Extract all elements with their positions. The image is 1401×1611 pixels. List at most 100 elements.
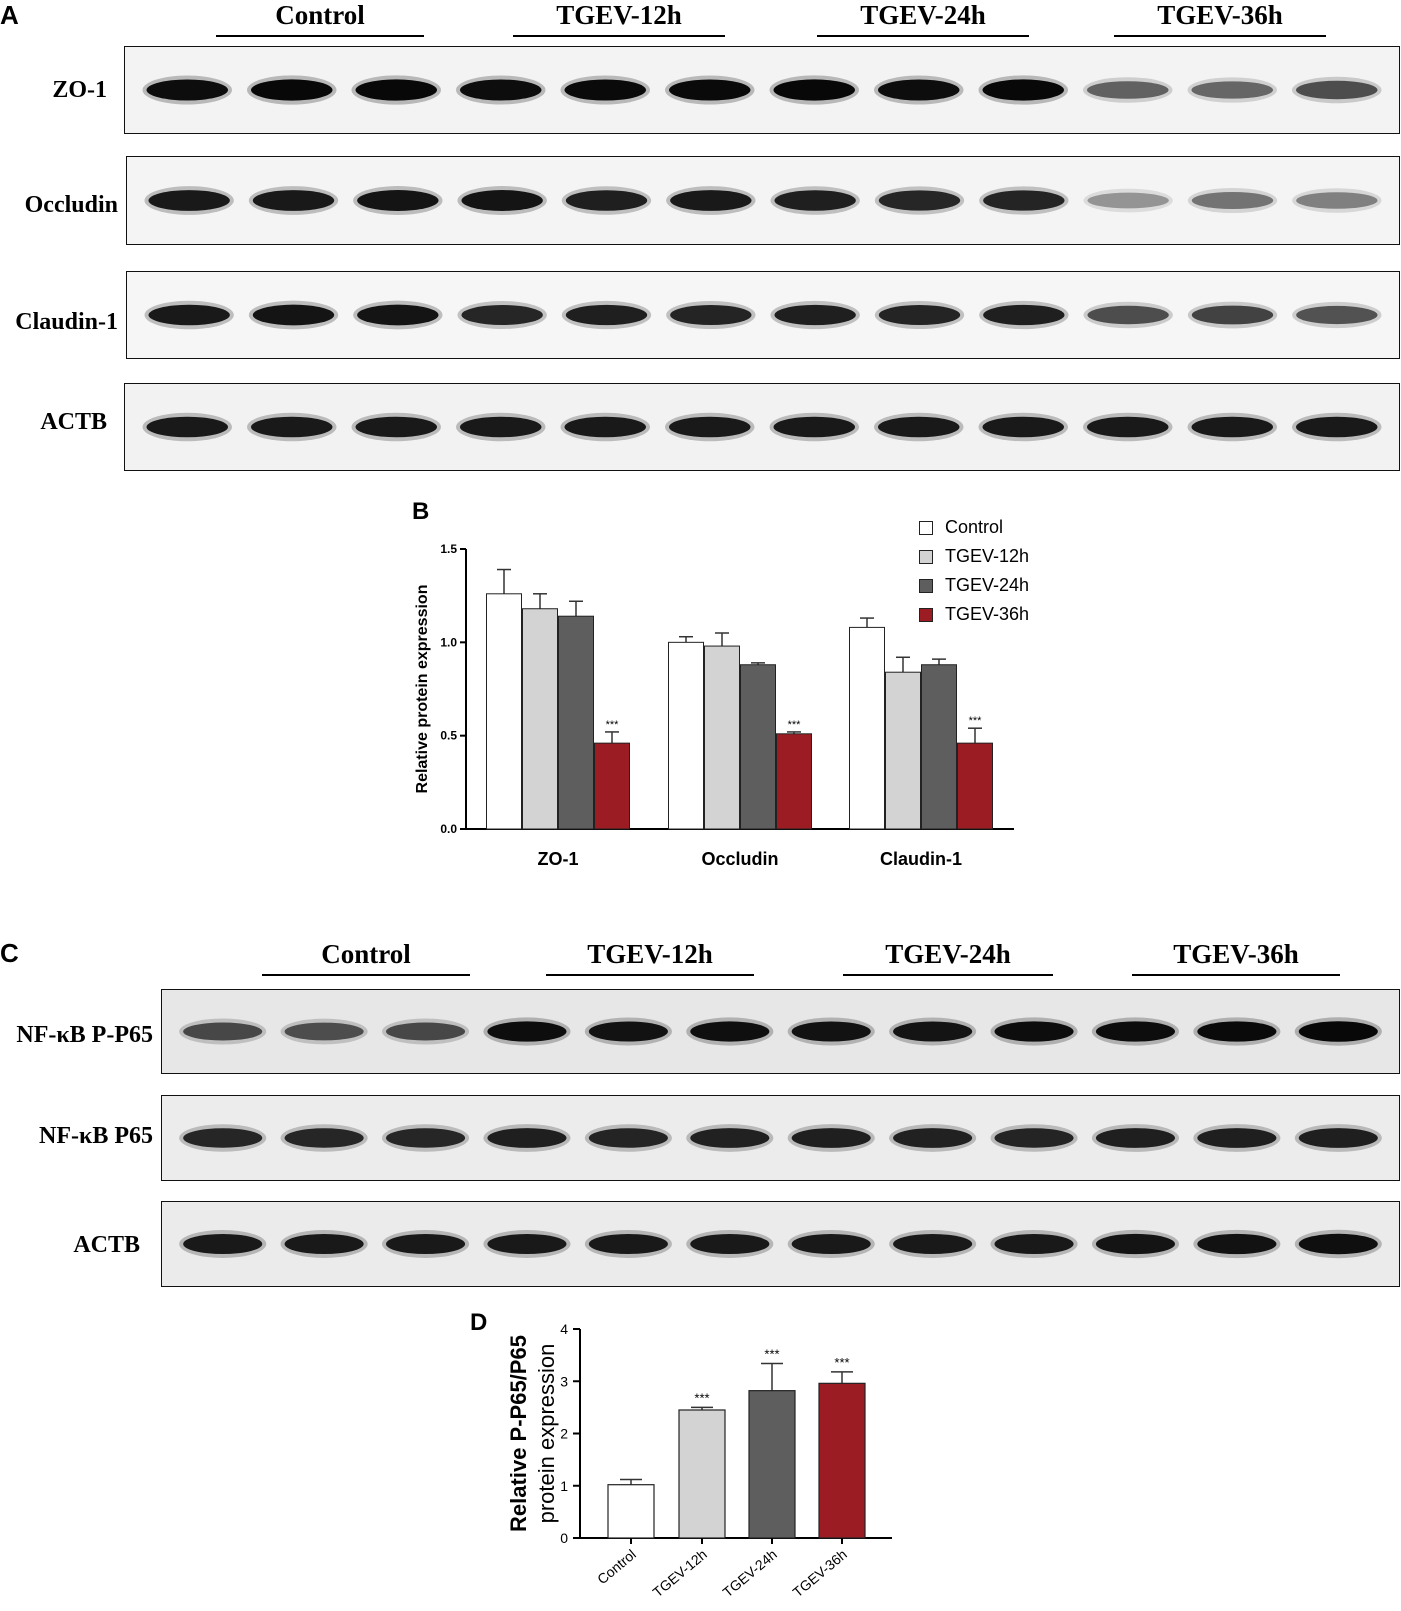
legend-label-tgev24: TGEV-24h xyxy=(945,575,1030,595)
blot-band xyxy=(252,304,335,326)
blot-band xyxy=(565,190,648,211)
legend-swatch-tgev36 xyxy=(919,608,933,623)
blot-band xyxy=(1197,1233,1277,1255)
blot-band xyxy=(982,79,1065,101)
x-tick-label: Claudin-1 xyxy=(880,849,962,869)
legend-swatch-tgev24 xyxy=(919,579,933,594)
x-tick-label: Control xyxy=(594,1546,639,1587)
legend-item-tgev36: TGEV-36h xyxy=(919,605,1029,623)
panel-b-letter: B xyxy=(412,498,430,525)
bar xyxy=(818,1382,866,1539)
blot-band xyxy=(893,1128,973,1148)
blot-background xyxy=(125,384,1399,470)
significance-label: *** xyxy=(969,715,983,727)
blot-band xyxy=(774,304,856,326)
blot-image xyxy=(127,157,1399,244)
blot-band xyxy=(1191,191,1274,210)
blot-label-p65: NF-κB P65 xyxy=(39,1123,153,1149)
blot-label-pp65: NF-κB P-P65 xyxy=(16,1022,153,1048)
blot-band xyxy=(588,1021,668,1042)
blot-band xyxy=(487,1234,567,1254)
blot-band xyxy=(252,190,335,211)
blot-band xyxy=(284,1234,364,1254)
blot-band xyxy=(791,1128,871,1148)
bar xyxy=(921,664,957,830)
bar xyxy=(957,742,993,830)
blot-band xyxy=(1296,192,1378,209)
blot-label-zo1: ZO-1 xyxy=(52,77,107,103)
significance-label: *** xyxy=(606,719,620,731)
blot-band xyxy=(670,304,752,326)
y-axis-label-line1: Relative P-P65/P65 xyxy=(506,1335,531,1532)
blot-band xyxy=(183,1022,263,1041)
blot-band xyxy=(487,1021,567,1042)
blot-label-claudin1: Claudin-1 xyxy=(15,309,118,335)
blot-band xyxy=(146,416,229,438)
panel-a-letter: A xyxy=(0,0,19,30)
bar xyxy=(594,742,630,830)
y-tick-label: 2 xyxy=(560,1426,568,1442)
blot-band xyxy=(877,79,960,101)
blot-band xyxy=(385,1022,466,1041)
blot-band xyxy=(878,304,961,326)
significance-label: *** xyxy=(694,1390,709,1405)
blot-band xyxy=(878,190,961,211)
blot-actb-c xyxy=(161,1201,1400,1287)
blot-zo1 xyxy=(124,46,1400,134)
blot-band xyxy=(564,416,647,438)
blot-band xyxy=(459,416,542,438)
blot-band xyxy=(690,1021,770,1042)
significance-label: *** xyxy=(788,719,802,731)
chart-b-legend: Control TGEV-12h TGEV-24h TGEV-36h xyxy=(919,518,1119,638)
blot-band xyxy=(146,79,229,101)
y-tick-label: 0.5 xyxy=(440,729,457,743)
blot-band xyxy=(284,1128,364,1148)
panel-c-group-line xyxy=(843,974,1053,976)
blot-band xyxy=(668,79,751,101)
blot-band xyxy=(773,79,856,101)
panel-c-group-line xyxy=(546,974,754,976)
y-tick-label: 0 xyxy=(560,1530,568,1546)
significance-label: *** xyxy=(834,1355,849,1370)
blot-band xyxy=(1191,305,1274,325)
blot-actb-a xyxy=(124,383,1400,471)
blot-band xyxy=(284,1022,364,1041)
legend-swatch-control xyxy=(919,521,933,536)
blot-band xyxy=(385,1234,466,1254)
bar xyxy=(558,615,594,830)
blot-band xyxy=(1298,1233,1378,1255)
blot-band xyxy=(183,1234,263,1254)
blot-band xyxy=(773,416,856,438)
blot-band xyxy=(1298,1021,1378,1042)
blot-band xyxy=(877,416,960,438)
panel-a-group-control: Control xyxy=(275,0,365,30)
x-tick-label: ZO-1 xyxy=(537,849,578,869)
blot-band xyxy=(982,416,1065,438)
legend-label-tgev12: TGEV-12h xyxy=(945,546,1030,566)
bar xyxy=(704,645,740,830)
y-axis-label: Relative protein expression xyxy=(414,585,431,794)
blot-band xyxy=(994,1234,1074,1254)
blot-image xyxy=(162,1096,1399,1180)
chart-b: 0.0 0.5 1.0 1.5 Relative protein expression *… xyxy=(414,542,1014,869)
y-tick-label: 1 xyxy=(560,1478,568,1494)
blot-background xyxy=(162,1202,1399,1286)
x-tick-label: Occludin xyxy=(701,849,778,869)
significance-label: *** xyxy=(764,1346,779,1361)
bar xyxy=(849,626,885,830)
y-axis-label-line2: protein expression xyxy=(534,1344,559,1524)
blot-band xyxy=(1298,1128,1378,1148)
blot-background xyxy=(162,1096,1399,1180)
blot-band xyxy=(670,190,752,211)
blot-band xyxy=(1086,81,1169,99)
legend-label-tgev36: TGEV-36h xyxy=(945,604,1030,624)
blot-band xyxy=(1197,1021,1277,1042)
panel-a-group-line xyxy=(513,35,725,37)
panel-d-letter: D xyxy=(470,1309,488,1336)
blot-band xyxy=(565,304,648,326)
blot-band xyxy=(1295,416,1378,438)
blot-band xyxy=(983,304,1065,326)
blot-band xyxy=(183,1128,263,1148)
blot-band xyxy=(487,1128,567,1148)
